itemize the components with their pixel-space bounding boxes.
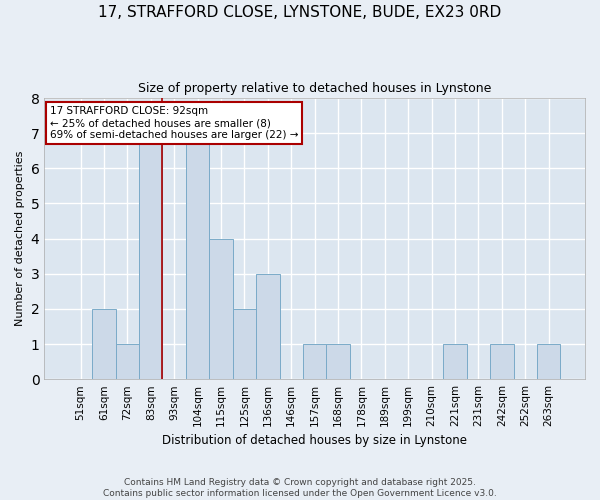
Text: 17 STRAFFORD CLOSE: 92sqm
← 25% of detached houses are smaller (8)
69% of semi-d: 17 STRAFFORD CLOSE: 92sqm ← 25% of detac…	[50, 106, 298, 140]
Bar	[209, 238, 233, 379]
Bar	[303, 344, 326, 379]
Y-axis label: Number of detached properties: Number of detached properties	[15, 151, 25, 326]
Bar	[116, 344, 139, 379]
Bar	[490, 344, 514, 379]
Bar	[326, 344, 350, 379]
Bar	[443, 344, 467, 379]
Bar	[537, 344, 560, 379]
Title: Size of property relative to detached houses in Lynstone: Size of property relative to detached ho…	[138, 82, 491, 96]
Bar	[92, 309, 116, 379]
Bar	[233, 309, 256, 379]
Bar	[186, 133, 209, 379]
X-axis label: Distribution of detached houses by size in Lynstone: Distribution of detached houses by size …	[162, 434, 467, 448]
Bar	[139, 133, 163, 379]
Text: Contains HM Land Registry data © Crown copyright and database right 2025.
Contai: Contains HM Land Registry data © Crown c…	[103, 478, 497, 498]
Text: 17, STRAFFORD CLOSE, LYNSTONE, BUDE, EX23 0RD: 17, STRAFFORD CLOSE, LYNSTONE, BUDE, EX2…	[98, 5, 502, 20]
Bar	[256, 274, 280, 379]
